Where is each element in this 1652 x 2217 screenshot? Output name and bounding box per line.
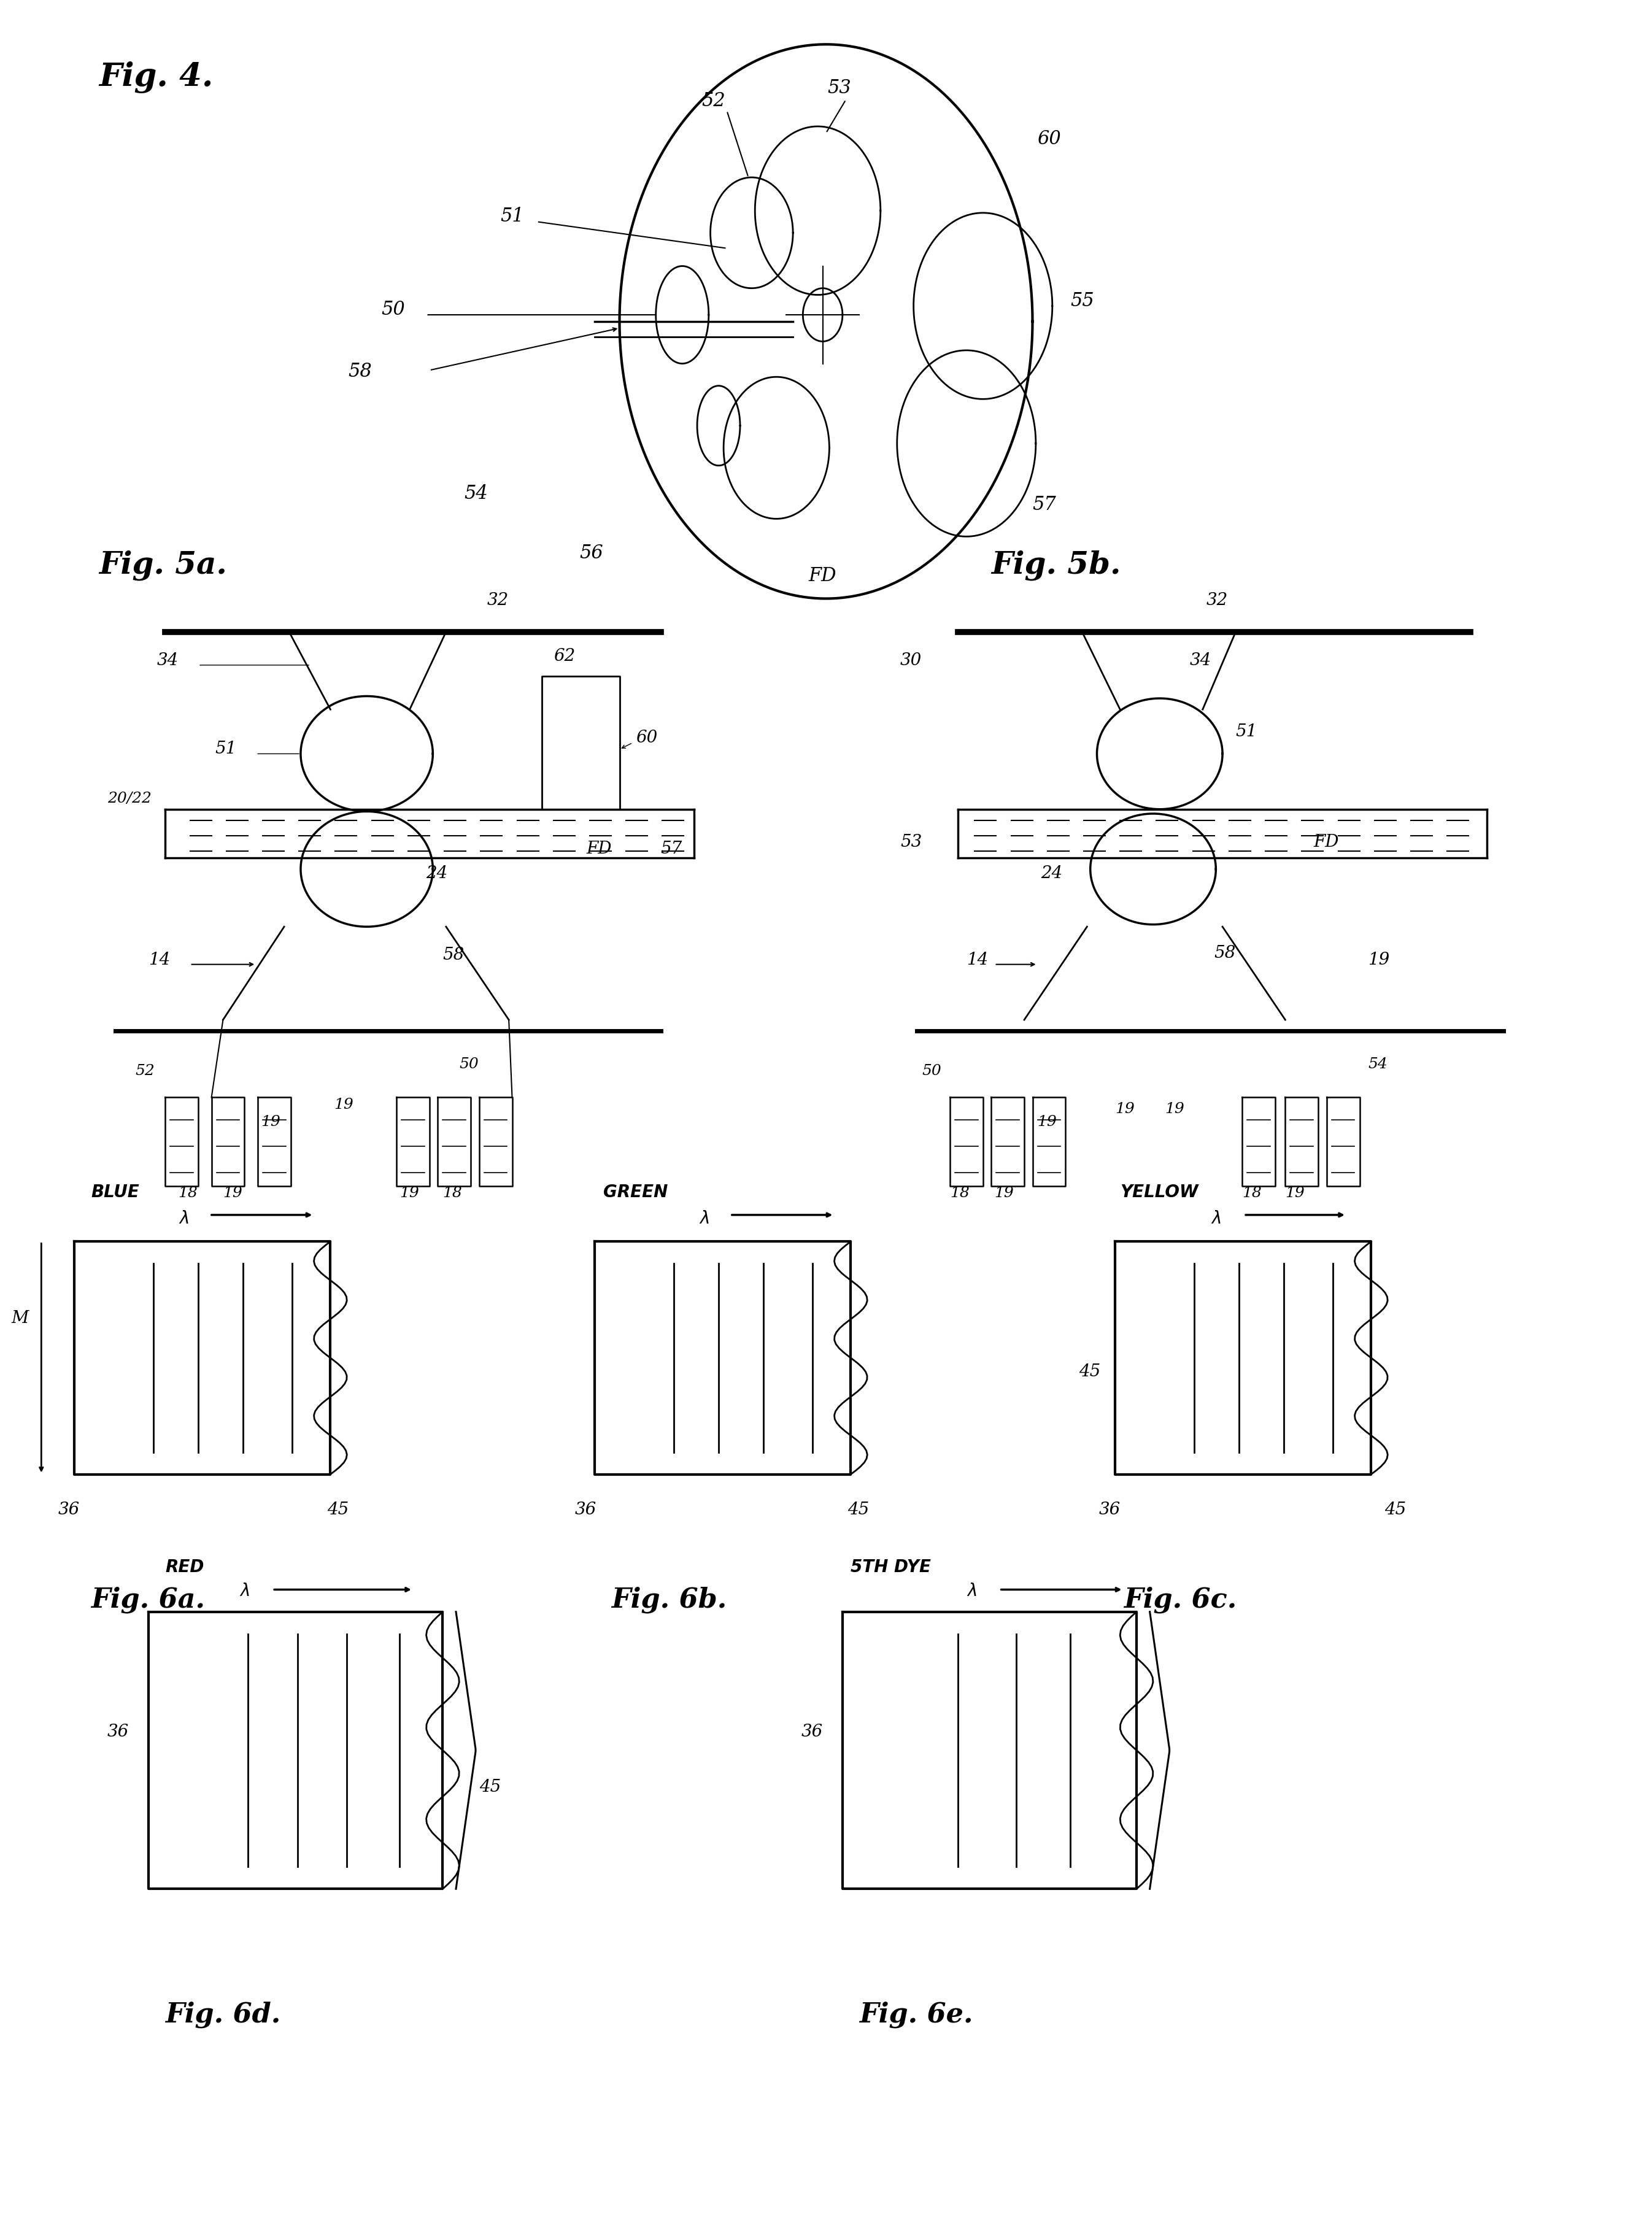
- Text: $\lambda$: $\lambda$: [966, 1583, 976, 1601]
- Text: 24: 24: [1041, 865, 1062, 882]
- Text: 52: 52: [135, 1064, 155, 1077]
- Text: $\lambda$: $\lambda$: [240, 1583, 249, 1601]
- Text: 54: 54: [1368, 1058, 1388, 1071]
- Text: 45: 45: [1384, 1501, 1406, 1519]
- Text: 53: 53: [828, 78, 851, 98]
- Text: FD: FD: [1313, 834, 1338, 851]
- Text: 56: 56: [580, 543, 603, 563]
- Text: 36: 36: [58, 1501, 79, 1519]
- Text: $\lambda$: $\lambda$: [699, 1210, 709, 1228]
- Text: 57: 57: [661, 840, 682, 858]
- Text: Fig. 6a.: Fig. 6a.: [91, 1587, 205, 1614]
- Text: 36: 36: [801, 1723, 823, 1740]
- Text: 18: 18: [950, 1186, 970, 1199]
- Text: 14: 14: [149, 951, 170, 969]
- Text: GREEN: GREEN: [603, 1184, 667, 1202]
- Text: 55: 55: [1070, 290, 1094, 310]
- Text: 51: 51: [1236, 723, 1257, 740]
- Text: 45: 45: [479, 1778, 501, 1796]
- Text: 52: 52: [702, 91, 725, 111]
- Text: 34: 34: [157, 652, 178, 670]
- Text: 51: 51: [501, 206, 524, 226]
- Text: 36: 36: [575, 1501, 596, 1519]
- Text: 50: 50: [922, 1064, 942, 1077]
- Text: RED: RED: [165, 1559, 205, 1576]
- Text: 19: 19: [995, 1186, 1014, 1199]
- Text: 19: 19: [1368, 951, 1389, 969]
- Text: 32: 32: [1206, 592, 1227, 610]
- Text: 45: 45: [327, 1501, 349, 1519]
- Text: BLUE: BLUE: [91, 1184, 139, 1202]
- Text: 45: 45: [1079, 1363, 1100, 1381]
- Text: 19: 19: [400, 1186, 420, 1199]
- Text: 19: 19: [223, 1186, 243, 1199]
- Text: 18: 18: [1242, 1186, 1262, 1199]
- Text: 60: 60: [636, 729, 657, 747]
- Text: 60: 60: [1037, 129, 1061, 149]
- Text: Fig. 6e.: Fig. 6e.: [859, 2002, 973, 2029]
- Text: 45: 45: [847, 1501, 869, 1519]
- Text: 51: 51: [215, 740, 236, 758]
- Text: 19: 19: [1037, 1115, 1057, 1128]
- Text: 24: 24: [426, 865, 448, 882]
- Text: 54: 54: [464, 483, 487, 503]
- Text: YELLOW: YELLOW: [1120, 1184, 1198, 1202]
- Text: 58: 58: [349, 361, 372, 381]
- Text: 50: 50: [459, 1058, 479, 1071]
- Text: 18: 18: [178, 1186, 198, 1199]
- Text: FD: FD: [586, 840, 611, 858]
- Text: 19: 19: [334, 1097, 354, 1111]
- Text: 50: 50: [382, 299, 405, 319]
- Text: Fig. 6d.: Fig. 6d.: [165, 2002, 281, 2029]
- Text: 36: 36: [107, 1723, 129, 1740]
- Text: $\lambda$: $\lambda$: [178, 1210, 188, 1228]
- Text: 18: 18: [443, 1186, 463, 1199]
- Text: 62: 62: [553, 647, 575, 665]
- Text: Fig. 6b.: Fig. 6b.: [611, 1587, 727, 1614]
- Text: Fig. 4.: Fig. 4.: [99, 62, 213, 93]
- Text: 32: 32: [487, 592, 509, 610]
- Text: 34: 34: [1189, 652, 1211, 670]
- Text: 53: 53: [900, 834, 922, 851]
- Text: 58: 58: [1214, 944, 1236, 962]
- Text: Fig. 5a.: Fig. 5a.: [99, 550, 228, 581]
- Text: M: M: [12, 1310, 30, 1326]
- Text: 19: 19: [1115, 1102, 1135, 1115]
- Text: 30: 30: [900, 652, 922, 670]
- Text: $\lambda$: $\lambda$: [1211, 1210, 1221, 1228]
- Text: 19: 19: [1285, 1186, 1305, 1199]
- Text: 36: 36: [1099, 1501, 1120, 1519]
- Text: 58: 58: [443, 947, 464, 964]
- Text: 20/22: 20/22: [107, 791, 152, 805]
- Text: 5TH DYE: 5TH DYE: [851, 1559, 932, 1576]
- Text: 57: 57: [1032, 494, 1056, 514]
- Text: 19: 19: [1165, 1102, 1184, 1115]
- Text: Fig. 6c.: Fig. 6c.: [1123, 1587, 1236, 1614]
- Text: 19: 19: [261, 1115, 281, 1128]
- Text: FD: FD: [809, 565, 836, 585]
- Text: 14: 14: [966, 951, 988, 969]
- Text: Fig. 5b.: Fig. 5b.: [991, 550, 1122, 581]
